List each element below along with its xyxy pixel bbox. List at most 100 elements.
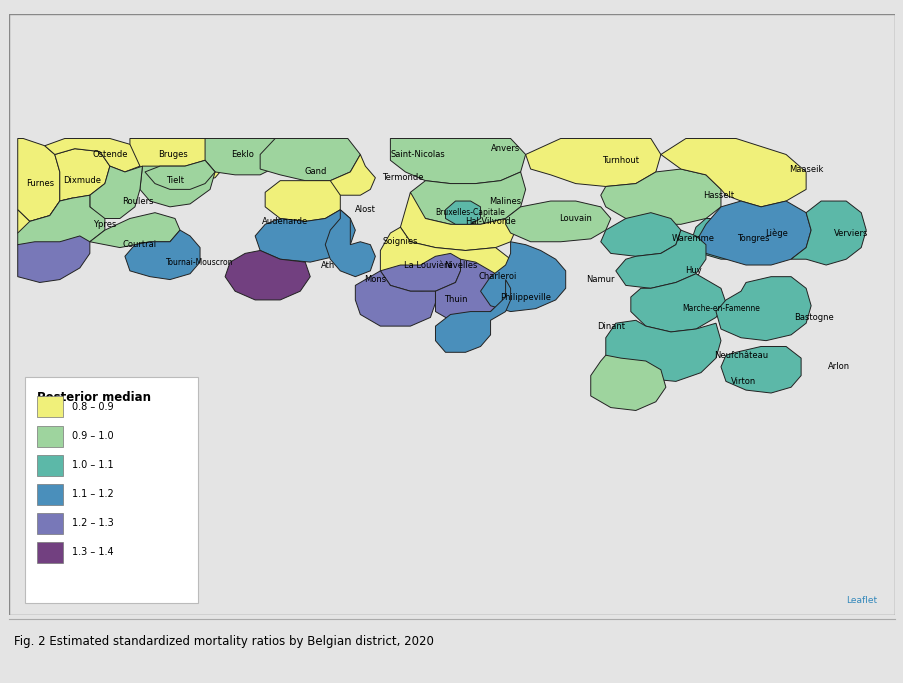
Text: Louvain: Louvain xyxy=(559,214,591,223)
Polygon shape xyxy=(225,251,310,300)
Text: Philippeville: Philippeville xyxy=(499,292,551,301)
Polygon shape xyxy=(695,201,810,265)
Polygon shape xyxy=(715,277,810,341)
Text: Arlon: Arlon xyxy=(827,363,849,372)
Polygon shape xyxy=(55,149,110,201)
Text: Roulers: Roulers xyxy=(122,197,153,206)
Bar xyxy=(37,513,63,534)
Polygon shape xyxy=(265,181,340,221)
Text: Leaflet: Leaflet xyxy=(845,596,877,605)
Text: Hasselt: Hasselt xyxy=(703,191,733,199)
Text: Furnes: Furnes xyxy=(25,179,54,188)
Bar xyxy=(37,455,63,475)
Bar xyxy=(37,484,63,505)
Bar xyxy=(37,397,63,417)
Text: Anvers: Anvers xyxy=(490,144,519,153)
Bar xyxy=(37,542,63,563)
Polygon shape xyxy=(125,230,200,279)
Polygon shape xyxy=(18,198,89,242)
Polygon shape xyxy=(660,139,805,207)
Polygon shape xyxy=(255,210,355,262)
Text: Dinant: Dinant xyxy=(596,322,624,331)
Text: Bastogne: Bastogne xyxy=(793,313,833,322)
Text: Eeklo: Eeklo xyxy=(231,150,254,159)
Polygon shape xyxy=(435,279,510,352)
Text: Ath: Ath xyxy=(321,260,334,270)
Polygon shape xyxy=(615,230,705,288)
Text: Bruxelles-Capitale: Bruxelles-Capitale xyxy=(435,208,505,217)
Polygon shape xyxy=(445,201,480,224)
Polygon shape xyxy=(721,346,800,393)
Polygon shape xyxy=(690,219,760,260)
Polygon shape xyxy=(505,201,610,242)
Text: 1.0 – 1.1: 1.0 – 1.1 xyxy=(71,460,113,470)
Text: Dixmude: Dixmude xyxy=(63,176,101,185)
Text: Maaseik: Maaseik xyxy=(788,165,823,173)
Polygon shape xyxy=(630,274,725,332)
Polygon shape xyxy=(45,139,143,172)
Polygon shape xyxy=(355,271,435,326)
Polygon shape xyxy=(480,242,565,311)
Polygon shape xyxy=(325,210,375,277)
Text: Soignies: Soignies xyxy=(382,237,418,247)
Bar xyxy=(37,426,63,447)
Polygon shape xyxy=(590,355,666,410)
Polygon shape xyxy=(605,320,721,381)
Text: La Louvière: La Louvière xyxy=(404,260,452,270)
Text: 1.2 – 1.3: 1.2 – 1.3 xyxy=(71,518,113,529)
Text: Namur: Namur xyxy=(586,275,614,284)
Polygon shape xyxy=(790,201,865,265)
Polygon shape xyxy=(390,139,525,184)
Text: Virton: Virton xyxy=(731,377,755,386)
Text: Tournai-Mouscron: Tournai-Mouscron xyxy=(166,257,234,266)
Text: Verviers: Verviers xyxy=(833,229,868,238)
Text: Charleroi: Charleroi xyxy=(479,272,517,281)
Polygon shape xyxy=(130,139,230,184)
Text: Audenarde: Audenarde xyxy=(262,217,308,226)
Polygon shape xyxy=(89,166,143,219)
Text: Liège: Liège xyxy=(764,228,787,238)
Polygon shape xyxy=(525,139,660,186)
Text: Marche-en-Famenne: Marche-en-Famenne xyxy=(681,304,759,313)
Text: Alost: Alost xyxy=(355,206,376,214)
Text: Ostende: Ostende xyxy=(92,150,127,159)
Text: Neufchâteau: Neufchâteau xyxy=(713,350,768,360)
Polygon shape xyxy=(205,139,284,175)
Text: 1.1 – 1.2: 1.1 – 1.2 xyxy=(71,489,113,499)
Polygon shape xyxy=(144,161,215,189)
Text: Gand: Gand xyxy=(303,167,326,176)
Polygon shape xyxy=(18,139,60,221)
Text: Tongres: Tongres xyxy=(737,234,769,243)
Polygon shape xyxy=(89,212,180,247)
Text: 0.9 – 1.0: 0.9 – 1.0 xyxy=(71,431,113,441)
FancyBboxPatch shape xyxy=(24,376,197,603)
Polygon shape xyxy=(140,161,215,207)
Text: Tielt: Tielt xyxy=(166,176,184,185)
Text: Hal-Vilvorde: Hal-Vilvorde xyxy=(465,217,516,226)
Polygon shape xyxy=(410,172,525,224)
Text: Malines: Malines xyxy=(489,197,521,206)
Polygon shape xyxy=(435,260,505,320)
Text: 0.8 – 0.9: 0.8 – 0.9 xyxy=(71,402,113,412)
Polygon shape xyxy=(18,195,105,256)
Text: Posterior median: Posterior median xyxy=(37,391,151,404)
Text: Waremme: Waremme xyxy=(671,234,714,243)
Text: Saint-Nicolas: Saint-Nicolas xyxy=(390,150,445,159)
Text: Courtrai: Courtrai xyxy=(123,240,157,249)
Text: Termonde: Termonde xyxy=(382,173,424,182)
Text: Fig. 2 Estimated standardized mortality ratios by Belgian district, 2020: Fig. 2 Estimated standardized mortality … xyxy=(14,635,433,648)
Polygon shape xyxy=(260,139,360,181)
Polygon shape xyxy=(18,236,89,283)
Polygon shape xyxy=(400,193,515,251)
Text: Bruges: Bruges xyxy=(157,150,187,159)
Text: Ypres: Ypres xyxy=(93,220,116,229)
Polygon shape xyxy=(600,169,721,224)
Text: Mons: Mons xyxy=(364,275,386,284)
Polygon shape xyxy=(380,227,510,294)
Text: Huy: Huy xyxy=(684,266,701,275)
Text: Nivelles: Nivelles xyxy=(443,260,477,270)
Polygon shape xyxy=(600,212,680,256)
Text: Turnhout: Turnhout xyxy=(601,156,638,165)
Text: Thuin: Thuin xyxy=(443,296,467,305)
Polygon shape xyxy=(380,253,460,291)
